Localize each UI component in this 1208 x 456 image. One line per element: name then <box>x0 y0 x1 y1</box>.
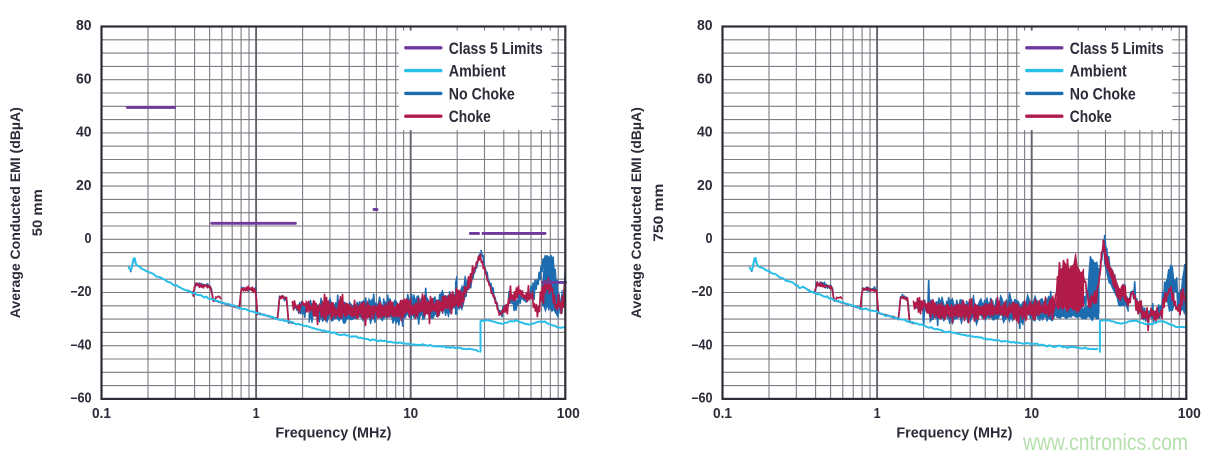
svg-text:750 mm: 750 mm <box>651 184 667 242</box>
svg-text:Ambient: Ambient <box>1070 62 1127 81</box>
svg-text:10: 10 <box>403 405 418 422</box>
svg-text:No Choke: No Choke <box>449 84 515 103</box>
svg-text:1: 1 <box>874 405 881 422</box>
svg-text:Frequency (MHz): Frequency (MHz) <box>275 425 391 442</box>
svg-text:100: 100 <box>1178 405 1201 422</box>
svg-text:–40: –40 <box>71 336 92 353</box>
svg-text:Class 5 Limits: Class 5 Limits <box>1070 39 1164 58</box>
svg-text:40: 40 <box>697 124 713 141</box>
svg-text:Average Conducted EMI (dBµA): Average Conducted EMI (dBµA) <box>629 107 645 318</box>
svg-text:Average Conducted EMI (dBµA): Average Conducted EMI (dBµA) <box>8 107 24 318</box>
svg-text:80: 80 <box>76 17 92 34</box>
svg-text:–60: –60 <box>692 390 713 407</box>
svg-text:Ambient: Ambient <box>449 62 506 81</box>
svg-text:20: 20 <box>76 177 92 194</box>
svg-text:Choke: Choke <box>449 107 491 126</box>
svg-text:80: 80 <box>697 17 713 34</box>
svg-text:100: 100 <box>557 405 580 422</box>
svg-text:40: 40 <box>76 124 92 141</box>
svg-text:20: 20 <box>697 177 713 194</box>
svg-text:–40: –40 <box>692 336 713 353</box>
svg-text:60: 60 <box>697 70 713 87</box>
svg-text:0: 0 <box>85 230 92 247</box>
svg-text:0: 0 <box>706 230 713 247</box>
svg-text:–60: –60 <box>71 390 92 407</box>
svg-text:Choke: Choke <box>1070 107 1112 126</box>
svg-text:No Choke: No Choke <box>1070 84 1136 103</box>
svg-text:Class 5 Limits: Class 5 Limits <box>449 39 543 58</box>
svg-text:60: 60 <box>76 70 92 87</box>
svg-text:0.1: 0.1 <box>713 405 732 422</box>
svg-text:10: 10 <box>1024 405 1039 422</box>
svg-text:0.1: 0.1 <box>92 405 111 422</box>
svg-text:1: 1 <box>253 405 260 422</box>
svg-text:–20: –20 <box>692 283 713 300</box>
svg-text:www.cntronics.com: www.cntronics.com <box>1022 429 1188 455</box>
svg-text:50 mm: 50 mm <box>30 189 46 236</box>
svg-text:Frequency (MHz): Frequency (MHz) <box>896 425 1012 442</box>
svg-text:–20: –20 <box>71 283 92 300</box>
